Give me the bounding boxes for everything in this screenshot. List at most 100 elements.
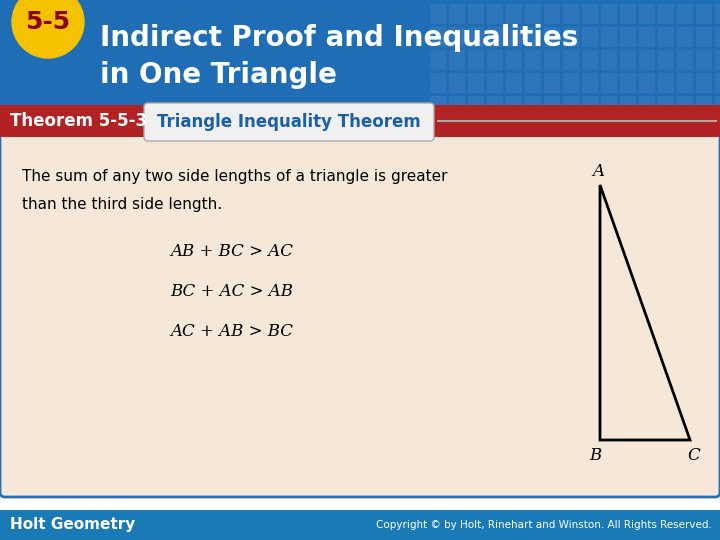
Text: Holt Geometry: Holt Geometry [10, 517, 135, 532]
FancyBboxPatch shape [449, 96, 465, 116]
FancyBboxPatch shape [449, 73, 465, 93]
FancyBboxPatch shape [696, 96, 712, 116]
Text: Copyright © by Holt, Rinehart and Winston. All Rights Reserved.: Copyright © by Holt, Rinehart and Winsto… [376, 520, 712, 530]
FancyBboxPatch shape [468, 4, 484, 24]
FancyBboxPatch shape [0, 0, 720, 105]
FancyBboxPatch shape [582, 73, 598, 93]
FancyBboxPatch shape [468, 50, 484, 70]
FancyBboxPatch shape [525, 4, 541, 24]
FancyBboxPatch shape [430, 50, 446, 70]
Text: 5-5: 5-5 [25, 10, 71, 34]
FancyBboxPatch shape [658, 4, 674, 24]
FancyBboxPatch shape [468, 27, 484, 47]
FancyBboxPatch shape [563, 96, 579, 116]
FancyBboxPatch shape [715, 96, 720, 116]
FancyBboxPatch shape [677, 4, 693, 24]
FancyBboxPatch shape [677, 50, 693, 70]
Text: AB + BC > AC: AB + BC > AC [170, 244, 293, 260]
FancyBboxPatch shape [0, 105, 720, 137]
FancyBboxPatch shape [677, 27, 693, 47]
FancyBboxPatch shape [601, 50, 617, 70]
FancyBboxPatch shape [525, 96, 541, 116]
FancyBboxPatch shape [525, 27, 541, 47]
FancyBboxPatch shape [639, 96, 655, 116]
FancyBboxPatch shape [658, 50, 674, 70]
FancyBboxPatch shape [0, 510, 720, 540]
Text: C: C [688, 448, 701, 464]
FancyBboxPatch shape [506, 73, 522, 93]
FancyBboxPatch shape [696, 73, 712, 93]
FancyBboxPatch shape [430, 27, 446, 47]
FancyBboxPatch shape [696, 4, 712, 24]
FancyBboxPatch shape [525, 73, 541, 93]
FancyBboxPatch shape [144, 103, 434, 141]
FancyBboxPatch shape [658, 73, 674, 93]
FancyBboxPatch shape [449, 50, 465, 70]
FancyBboxPatch shape [487, 73, 503, 93]
FancyBboxPatch shape [506, 27, 522, 47]
FancyBboxPatch shape [468, 96, 484, 116]
FancyBboxPatch shape [696, 50, 712, 70]
FancyBboxPatch shape [639, 50, 655, 70]
FancyBboxPatch shape [0, 132, 720, 497]
FancyBboxPatch shape [639, 73, 655, 93]
FancyBboxPatch shape [715, 50, 720, 70]
FancyBboxPatch shape [563, 50, 579, 70]
FancyBboxPatch shape [430, 96, 446, 116]
FancyBboxPatch shape [544, 50, 560, 70]
FancyBboxPatch shape [449, 27, 465, 47]
FancyBboxPatch shape [658, 96, 674, 116]
Text: The sum of any two side lengths of a triangle is greater: The sum of any two side lengths of a tri… [22, 170, 448, 185]
Text: Triangle Inequality Theorem: Triangle Inequality Theorem [157, 113, 421, 131]
FancyBboxPatch shape [430, 73, 446, 93]
FancyBboxPatch shape [639, 4, 655, 24]
Text: than the third side length.: than the third side length. [22, 198, 222, 213]
Text: in One Triangle: in One Triangle [100, 61, 337, 89]
FancyBboxPatch shape [525, 50, 541, 70]
FancyBboxPatch shape [620, 27, 636, 47]
FancyBboxPatch shape [715, 27, 720, 47]
FancyBboxPatch shape [582, 50, 598, 70]
FancyBboxPatch shape [677, 96, 693, 116]
FancyBboxPatch shape [544, 4, 560, 24]
FancyBboxPatch shape [430, 4, 446, 24]
FancyBboxPatch shape [620, 96, 636, 116]
FancyBboxPatch shape [563, 4, 579, 24]
FancyBboxPatch shape [715, 4, 720, 24]
FancyBboxPatch shape [563, 27, 579, 47]
FancyBboxPatch shape [487, 50, 503, 70]
FancyBboxPatch shape [582, 96, 598, 116]
FancyBboxPatch shape [620, 73, 636, 93]
Text: Theorem 5-5-3: Theorem 5-5-3 [10, 112, 147, 130]
FancyBboxPatch shape [487, 27, 503, 47]
FancyBboxPatch shape [544, 96, 560, 116]
FancyBboxPatch shape [601, 96, 617, 116]
FancyBboxPatch shape [487, 96, 503, 116]
FancyBboxPatch shape [696, 27, 712, 47]
FancyBboxPatch shape [639, 27, 655, 47]
Text: Indirect Proof and Inequalities: Indirect Proof and Inequalities [100, 24, 578, 52]
Text: A: A [592, 164, 604, 180]
FancyBboxPatch shape [506, 4, 522, 24]
FancyBboxPatch shape [468, 73, 484, 93]
Text: B: B [589, 448, 601, 464]
Text: AC + AB > BC: AC + AB > BC [170, 323, 293, 341]
FancyBboxPatch shape [620, 4, 636, 24]
FancyBboxPatch shape [582, 27, 598, 47]
FancyBboxPatch shape [677, 73, 693, 93]
FancyBboxPatch shape [601, 27, 617, 47]
FancyBboxPatch shape [544, 73, 560, 93]
FancyBboxPatch shape [563, 73, 579, 93]
Text: BC + AC > AB: BC + AC > AB [170, 284, 293, 300]
FancyBboxPatch shape [582, 4, 598, 24]
Circle shape [12, 0, 84, 58]
FancyBboxPatch shape [601, 4, 617, 24]
FancyBboxPatch shape [658, 27, 674, 47]
FancyBboxPatch shape [506, 50, 522, 70]
FancyBboxPatch shape [715, 73, 720, 93]
FancyBboxPatch shape [601, 73, 617, 93]
FancyBboxPatch shape [620, 50, 636, 70]
FancyBboxPatch shape [449, 4, 465, 24]
FancyBboxPatch shape [487, 4, 503, 24]
FancyBboxPatch shape [506, 96, 522, 116]
